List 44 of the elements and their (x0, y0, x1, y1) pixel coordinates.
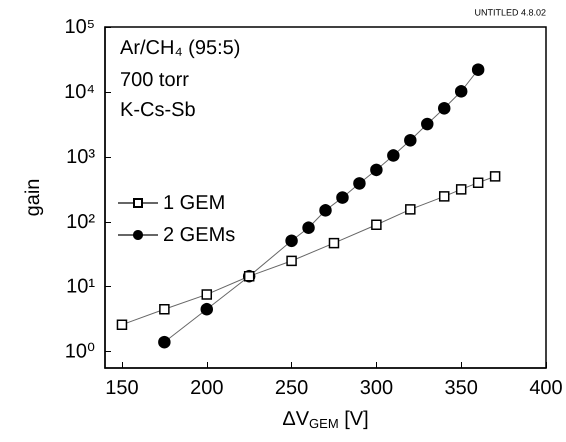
point (472, 177, 484, 188)
x-tick-label: 400 (529, 377, 563, 399)
point (202, 289, 212, 300)
y-tick-label: 10² (66, 210, 96, 233)
point (490, 171, 500, 182)
point (438, 191, 450, 202)
legend-label: 2 GEMs (163, 224, 236, 246)
point (353, 177, 366, 190)
point (116, 319, 128, 330)
annotation: 700 torr (120, 69, 190, 91)
point (456, 184, 466, 195)
point (200, 302, 214, 316)
y-tick-label: 10³ (66, 146, 96, 168)
x-tick-label: 300 (360, 377, 394, 399)
point (328, 238, 340, 248)
x-tick-label: 150 (105, 377, 139, 399)
point (336, 191, 349, 204)
point (387, 149, 400, 162)
point (404, 134, 417, 147)
x-tick-label: 350 (444, 377, 478, 399)
x-tick-label: 250 (274, 377, 308, 399)
y-tick-label: 10⁵ (64, 16, 95, 38)
point (472, 63, 484, 76)
point (159, 304, 170, 314)
point (421, 118, 434, 130)
annotation: K-Cs-Sb (120, 99, 196, 121)
legend-label: 1 GEM (163, 192, 226, 214)
point (371, 220, 382, 230)
point (286, 256, 297, 266)
point (370, 164, 383, 176)
point (302, 221, 315, 234)
x-tick-label: 200 (190, 377, 224, 399)
y-tick-label: 10⁰ (64, 340, 95, 363)
point (405, 204, 416, 215)
point (285, 234, 298, 248)
annotation: Ar/CH₄ (95:5) (120, 37, 240, 59)
text: UNTITLED 4.8.02 (474, 8, 546, 18)
y-tick-label: 10⁴ (64, 80, 95, 103)
point (454, 85, 468, 98)
point (158, 336, 171, 348)
y-tick-label: 10¹ (66, 276, 96, 298)
y-axis-title: gain (22, 178, 44, 216)
point (438, 102, 450, 115)
point (319, 204, 332, 217)
